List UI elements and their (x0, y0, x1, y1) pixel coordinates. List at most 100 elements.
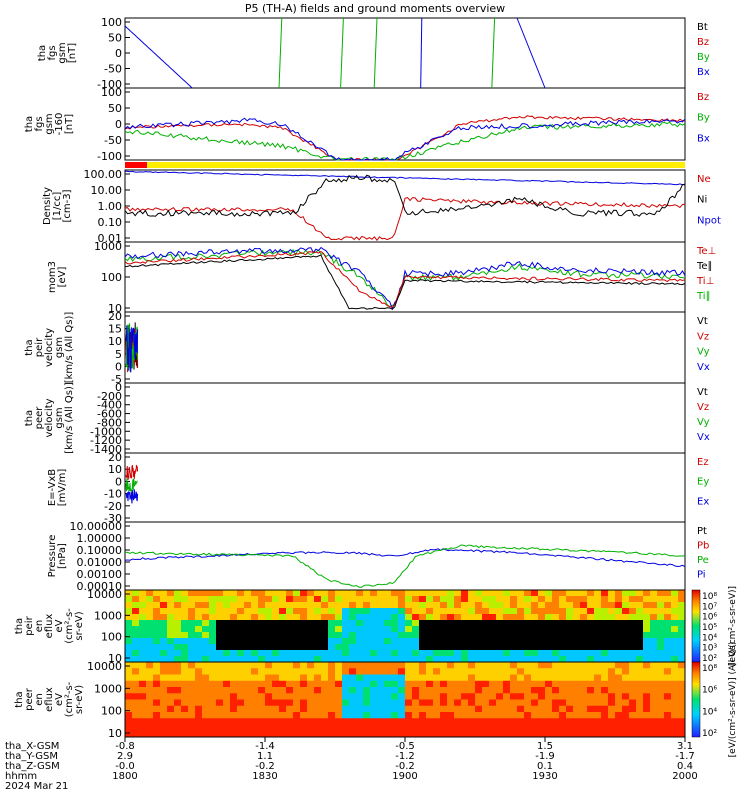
colorbar-tick: 10⁴ (702, 707, 717, 717)
colorbar-tick: 10⁸ (702, 592, 717, 602)
y-tick-label: 0 (115, 381, 122, 394)
y-axis-label: eV (54, 693, 65, 706)
y-tick-label: -30 (104, 512, 122, 525)
colorbar-1 (691, 661, 701, 738)
panel-frame-4 (124, 311, 686, 384)
y-tick-label: 1000 (94, 682, 122, 695)
y-tick-label: 0.01 (98, 232, 123, 245)
trace-By-p0 (278, 17, 283, 89)
time-row-label: tha_X-GSM (5, 741, 59, 752)
legend-Vx: Vx (697, 432, 710, 443)
legend-Pb: Pb (697, 541, 709, 552)
time-row-value: -1.9 (535, 751, 555, 762)
y-axis-label: fgs (47, 45, 58, 60)
legend-Vt: Vt (697, 316, 708, 327)
time-row-value: 0.4 (677, 761, 693, 772)
time-row-value: -1.4 (255, 741, 275, 752)
y-tick-label: 10.00 (91, 184, 123, 197)
colorbar-tick: 10² (702, 729, 717, 739)
y-axis-label: tha (24, 116, 35, 132)
y-tick-label: 20 (108, 451, 122, 464)
y-axis-label: velocity (44, 328, 55, 367)
y-axis-label: [1/cc] (52, 192, 63, 221)
time-row-value: -0.5 (395, 741, 415, 752)
legend-Pi: Pi (697, 570, 706, 581)
legend-Ex: Ex (697, 496, 709, 507)
y-tick-label: 20 (108, 310, 122, 323)
y-tick-label: 10000 (87, 660, 122, 673)
trace-Ti-perp (124, 246, 686, 311)
legend-Te∥: Te∥ (696, 261, 713, 272)
colorbar-0 (691, 589, 701, 663)
spectrogram-8 (125, 590, 686, 663)
trace-Ne (124, 197, 686, 242)
mode-bar-yellow (147, 162, 685, 168)
colorbar-tick: 10⁴ (702, 633, 717, 643)
legend-Vx: Vx (697, 362, 710, 373)
legend-Bz: Bz (697, 37, 709, 48)
y-axis-label: (cm²-s- (64, 608, 75, 644)
time-row-value: 1900 (392, 771, 417, 782)
y-tick-label: 1.00000 (77, 532, 123, 545)
trace-By-p0 (491, 17, 496, 89)
y-axis-label: sr-eV) (74, 611, 85, 640)
legend-Pt: Pt (697, 526, 707, 537)
y-tick-label: 100.00 (84, 168, 123, 181)
y-axis-label: sr-eV) (74, 685, 85, 714)
time-row-value: 1800 (112, 771, 137, 782)
y-tick-label: 1000 (94, 240, 122, 253)
y-tick-label: -50 (104, 63, 122, 76)
colorbar-tick: 10² (702, 654, 717, 664)
legend-Ez: Ez (697, 457, 709, 468)
time-row-label: hhmm (5, 771, 37, 782)
y-axis-label: mom3 (47, 261, 58, 293)
y-tick-label: 0 (115, 118, 122, 131)
time-row-value: 1930 (532, 771, 557, 782)
y-tick-label: 100 (101, 705, 122, 718)
legend-Vt: Vt (697, 387, 708, 398)
y-tick-label: 15 (108, 323, 122, 336)
legend-Vz: Vz (697, 402, 709, 413)
trace-Ti-par (124, 248, 686, 308)
trace-Bx-p0 (420, 17, 423, 89)
colorbar-tick: 10³ (702, 644, 717, 654)
trace-efield-burst (125, 478, 138, 494)
time-row-value: -1.7 (675, 751, 695, 762)
colorbar-label: [eV/(cm²-s-sr-eV)] (All Qs) (728, 642, 738, 758)
y-tick-label: 10 (108, 652, 122, 665)
time-row-value: 0.1 (537, 761, 553, 772)
trace-efield-burst (125, 489, 139, 504)
y-axis-label: [mV/m] (57, 469, 68, 507)
y-axis-label: [nT] (67, 43, 78, 63)
trace-Bx-p0 (516, 17, 546, 89)
y-tick-label: -1200 (90, 434, 122, 447)
panel-frame-6 (124, 452, 686, 523)
y-axis-label: gsm (54, 337, 65, 358)
time-row-value: -1.2 (395, 751, 415, 762)
y-axis-label: en (34, 620, 45, 633)
y-tick-label: 10 (108, 302, 122, 315)
legend-Vy: Vy (697, 417, 710, 428)
y-axis-label: -160 (54, 113, 65, 136)
y-tick-label: 1.00 (98, 200, 123, 213)
trace-Te-perp (124, 250, 686, 308)
y-axis-label: peer (24, 687, 35, 711)
time-row-value: 1.5 (537, 741, 553, 752)
y-axis-label: peer (34, 406, 45, 430)
panel-frame-5 (124, 382, 686, 454)
legend-Vy: Vy (697, 347, 710, 358)
colorbar-tick: 10⁶ (702, 613, 717, 623)
legend-Bx: Bx (697, 133, 710, 144)
y-axis-label: peir (24, 615, 35, 635)
trace-Npot (124, 170, 686, 186)
time-row-value: 3.1 (677, 741, 693, 752)
y-tick-label: 0.01000 (77, 556, 123, 569)
y-tick-label: -20 (104, 500, 122, 513)
colorbar-tick: 10⁸ (702, 664, 717, 674)
y-axis-label: tha (24, 410, 35, 426)
y-axis-label: velocity (44, 398, 55, 437)
colorbar-label: [eV/(cm²-s-sr-eV)] (728, 586, 738, 666)
y-axis-label: [eV] (57, 267, 68, 288)
y-axis-label: gsm (44, 113, 55, 134)
